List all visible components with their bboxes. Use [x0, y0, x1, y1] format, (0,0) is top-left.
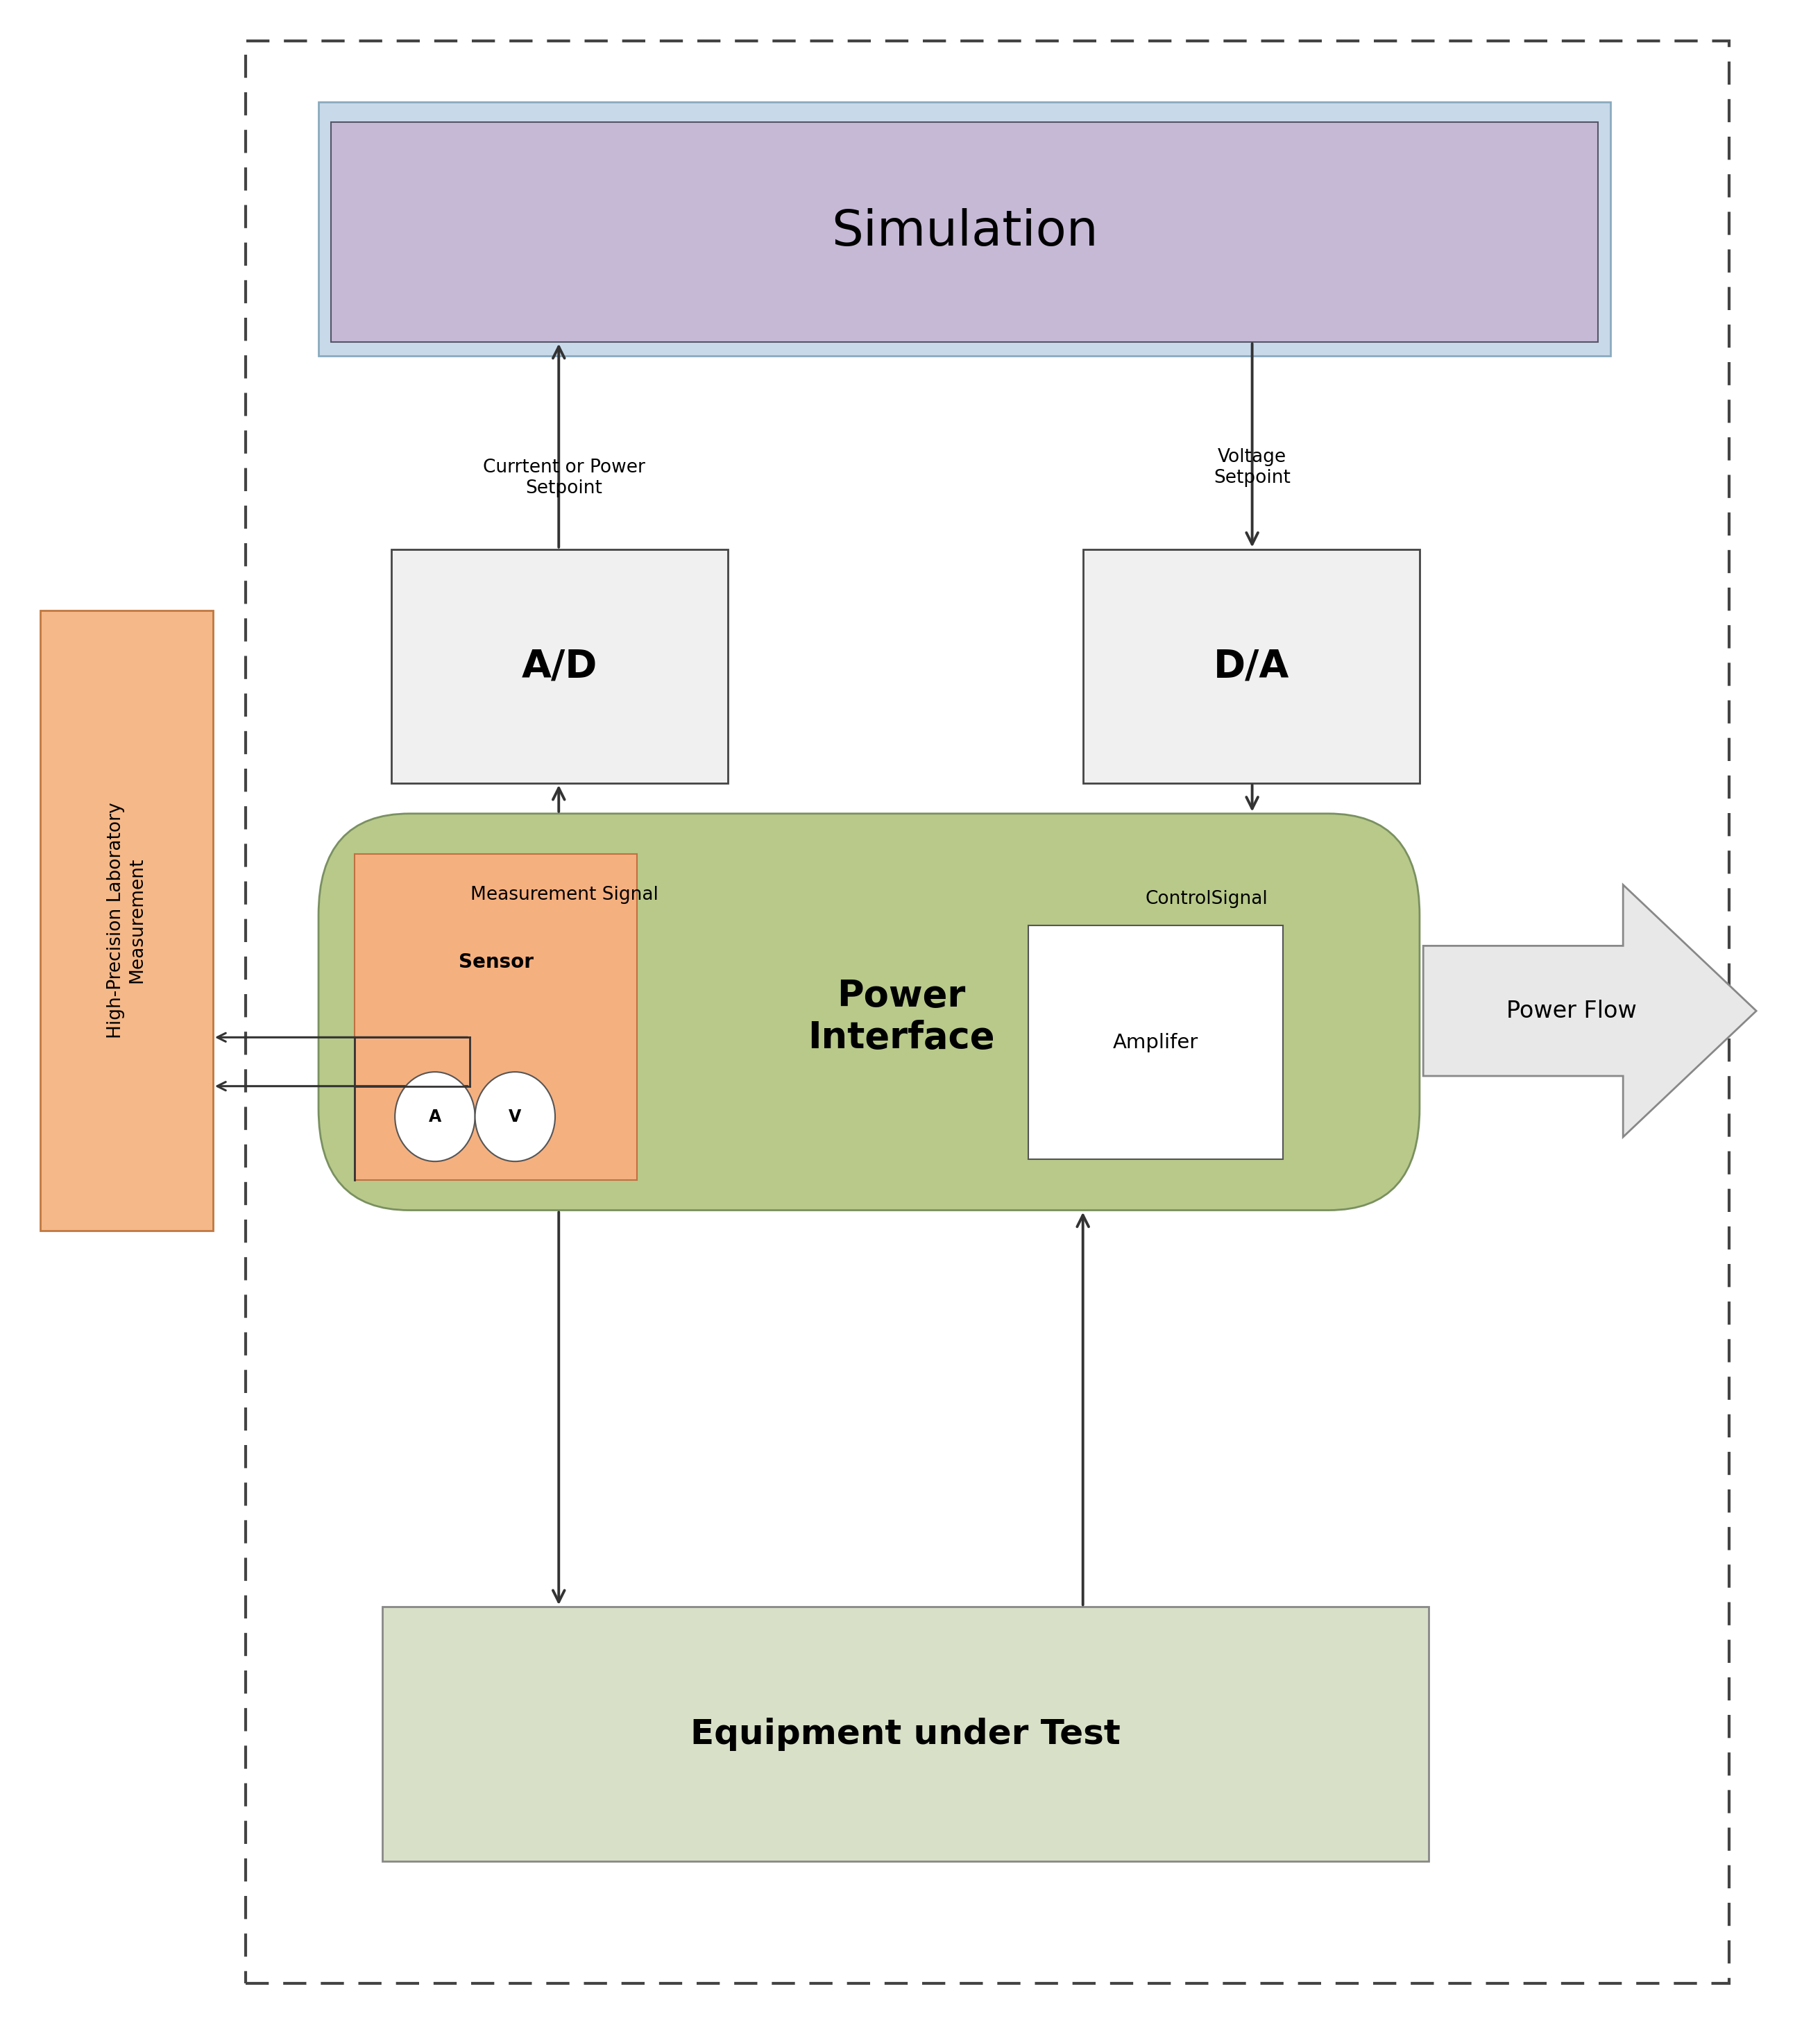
- Text: Sensor: Sensor: [459, 952, 533, 972]
- FancyBboxPatch shape: [318, 102, 1611, 356]
- Text: A/D: A/D: [522, 647, 597, 685]
- Text: Power Flow: Power Flow: [1507, 999, 1636, 1023]
- Text: Power
Interface: Power Interface: [808, 978, 994, 1056]
- FancyBboxPatch shape: [382, 1607, 1429, 1861]
- FancyBboxPatch shape: [391, 549, 728, 783]
- Text: Measurement Signal: Measurement Signal: [470, 887, 659, 903]
- FancyBboxPatch shape: [40, 610, 213, 1231]
- FancyBboxPatch shape: [331, 122, 1598, 342]
- Text: D/A: D/A: [1214, 647, 1289, 685]
- Text: A: A: [430, 1109, 440, 1125]
- Text: V: V: [510, 1109, 521, 1125]
- Polygon shape: [1423, 885, 1756, 1137]
- FancyBboxPatch shape: [318, 814, 1420, 1210]
- FancyBboxPatch shape: [1083, 549, 1420, 783]
- Text: ControlSignal: ControlSignal: [1145, 891, 1269, 907]
- Circle shape: [475, 1072, 555, 1161]
- FancyBboxPatch shape: [1028, 925, 1283, 1159]
- Text: Currtent or Power
Setpoint: Currtent or Power Setpoint: [482, 458, 646, 498]
- Bar: [246, 41, 1729, 1983]
- Text: High-Precision Laboratory
Measurement: High-Precision Laboratory Measurement: [107, 801, 146, 1039]
- Circle shape: [395, 1072, 475, 1161]
- FancyBboxPatch shape: [355, 854, 637, 1180]
- Text: Voltage
Setpoint: Voltage Setpoint: [1214, 447, 1290, 488]
- Text: Equipment under Test: Equipment under Test: [690, 1717, 1121, 1751]
- Text: Amplifer: Amplifer: [1114, 1033, 1198, 1052]
- Text: Simulation: Simulation: [832, 207, 1097, 256]
